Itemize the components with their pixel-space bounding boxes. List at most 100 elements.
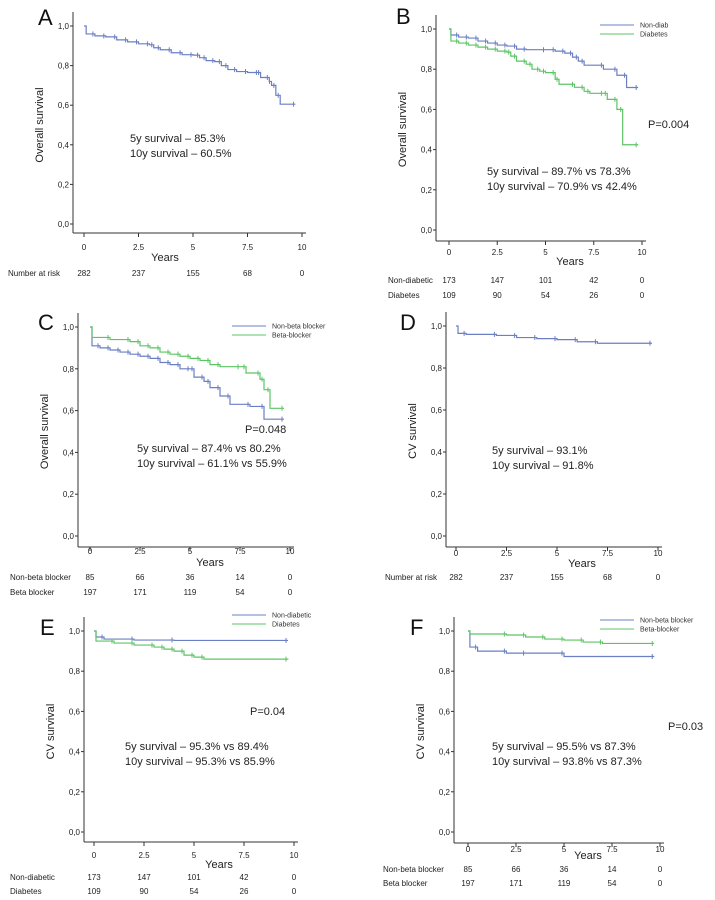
survival-curve-non-diab: [449, 28, 639, 89]
x-tick-label: 7.5: [234, 547, 246, 556]
y-tick-label: 1,0: [58, 22, 70, 31]
risk-row-label: Number at risk: [385, 573, 438, 582]
x-tick-label: 2.5: [133, 243, 145, 252]
panel-E: E 0,0 0,2 0,4 0,6 0,8 1,0 0 2.5 5 7.5 10 Years CV sur…: [10, 613, 312, 897]
survival-annotation: 10y survival – 91.8%: [492, 460, 594, 472]
survival-annotation: 10y survival – 61.1% vs 55.9%: [137, 458, 287, 470]
y-axis-title: Overall survival: [397, 92, 409, 167]
risk-row-label: Beta blocker: [10, 588, 55, 597]
y-tick-label: 0,6: [421, 105, 433, 114]
risk-value: 90: [140, 887, 149, 896]
risk-value: 54: [541, 291, 550, 300]
risk-value: 90: [493, 291, 502, 300]
x-tick-label: 5: [543, 248, 548, 257]
risk-value: 101: [539, 276, 553, 285]
x-tick-label: 7.5: [242, 243, 254, 252]
legend-label: Beta-blocker: [640, 627, 680, 634]
x-tick-label: 10: [286, 547, 295, 556]
y-tick-label: 0,8: [421, 65, 433, 74]
x-tick-label: 0: [454, 549, 459, 558]
risk-value: 68: [603, 573, 612, 582]
y-tick-label: 0,8: [69, 667, 81, 676]
legend-label: Beta-blocker: [272, 333, 312, 340]
x-axis-title: Years: [151, 252, 179, 264]
x-tick-label: 10: [298, 243, 307, 252]
y-tick-label: 0,8: [58, 62, 70, 71]
x-tick-label: 2.5: [510, 845, 522, 854]
y-tick-label: 0,0: [63, 532, 75, 541]
x-axis-title: Years: [574, 850, 602, 862]
x-tick-label: 2.5: [138, 851, 150, 860]
risk-value: 26: [240, 887, 249, 896]
p-value: P=0.04: [250, 706, 285, 718]
risk-value: 282: [449, 573, 463, 582]
y-axis-title: CV survival: [415, 704, 427, 760]
y-tick-label: 1,0: [431, 322, 443, 331]
y-tick-label: 0,8: [63, 365, 75, 374]
x-tick-label: 7.5: [602, 549, 614, 558]
y-axis-title: Overall survival: [39, 394, 51, 469]
risk-value: 85: [464, 865, 473, 874]
risk-value: 0: [658, 879, 663, 888]
risk-value: 237: [500, 573, 514, 582]
y-tick-label: 0,6: [439, 707, 451, 716]
panel-label: E: [40, 615, 55, 640]
risk-value: 155: [186, 269, 200, 278]
risk-value: 197: [83, 588, 97, 597]
y-tick-label: 0,2: [421, 186, 433, 195]
risk-value: 42: [589, 276, 598, 285]
risk-value: 119: [558, 879, 571, 888]
risk-value: 0: [640, 291, 645, 300]
p-value: P=0.048: [245, 424, 286, 436]
legend-label: Diabetes: [272, 622, 300, 629]
x-axis-title: Years: [556, 256, 584, 268]
x-tick-label: 2.5: [492, 248, 504, 257]
risk-value: 282: [77, 269, 91, 278]
risk-row-label: Number at risk: [8, 269, 61, 278]
risk-value: 0: [292, 887, 297, 896]
survival-annotation: 10y survival – 93.8% vs 87.3%: [492, 756, 642, 768]
survival-curve-non-diabetic: [94, 630, 288, 642]
survival-annotation: 10y survival – 60.5%: [130, 148, 232, 160]
y-tick-label: 1,0: [63, 323, 75, 332]
survival-curve-all: [456, 325, 652, 344]
risk-value: 36: [186, 573, 195, 582]
legend-label: Non-beta blocker: [640, 618, 694, 625]
x-tick-label: 0: [88, 547, 93, 556]
x-tick-label: 0: [92, 851, 97, 860]
y-tick-label: 0,4: [421, 146, 433, 155]
y-tick-label: 0,4: [431, 448, 443, 457]
legend-label: Non-diab: [640, 23, 669, 30]
risk-row-label: Non-diabetic: [388, 276, 433, 285]
x-axis-title: Years: [196, 557, 224, 569]
p-value: P=0.004: [648, 119, 689, 131]
panel-D: D 0,0 0,2 0,4 0,6 0,8 1,0 0 2.5 5 7.5 10 Years CV sur…: [385, 310, 663, 582]
y-tick-label: 0,6: [63, 407, 75, 416]
panel-label: B: [396, 4, 411, 29]
risk-row-label: Non-beta blocker: [10, 573, 71, 582]
y-tick-label: 1,0: [421, 25, 433, 34]
risk-value: 197: [461, 879, 475, 888]
survival-curve-diabetes: [94, 630, 289, 660]
x-tick-label: 7.5: [588, 248, 600, 257]
risk-row-label: Diabetes: [388, 291, 420, 300]
risk-value: 119: [184, 588, 197, 597]
y-tick-label: 0,4: [58, 141, 70, 150]
risk-value: 173: [87, 873, 101, 882]
risk-value: 42: [240, 873, 249, 882]
y-tick-label: 0,0: [69, 828, 81, 837]
risk-value: 171: [509, 879, 523, 888]
survival-annotation: 5y survival – 85.3%: [130, 133, 226, 145]
y-tick-label: 0,0: [439, 828, 451, 837]
survival-annotation: 10y survival – 70.9% vs 42.4%: [487, 181, 637, 193]
y-tick-label: 0,8: [439, 667, 451, 676]
risk-value: 0: [292, 873, 297, 882]
panel-label: F: [410, 615, 423, 640]
x-axis-title: Years: [568, 558, 596, 570]
y-tick-label: 0,6: [69, 707, 81, 716]
y-tick-label: 0,0: [431, 532, 443, 541]
y-tick-label: 0,4: [63, 448, 75, 457]
y-tick-label: 0,2: [63, 490, 75, 499]
x-axis-title: Years: [205, 859, 233, 871]
